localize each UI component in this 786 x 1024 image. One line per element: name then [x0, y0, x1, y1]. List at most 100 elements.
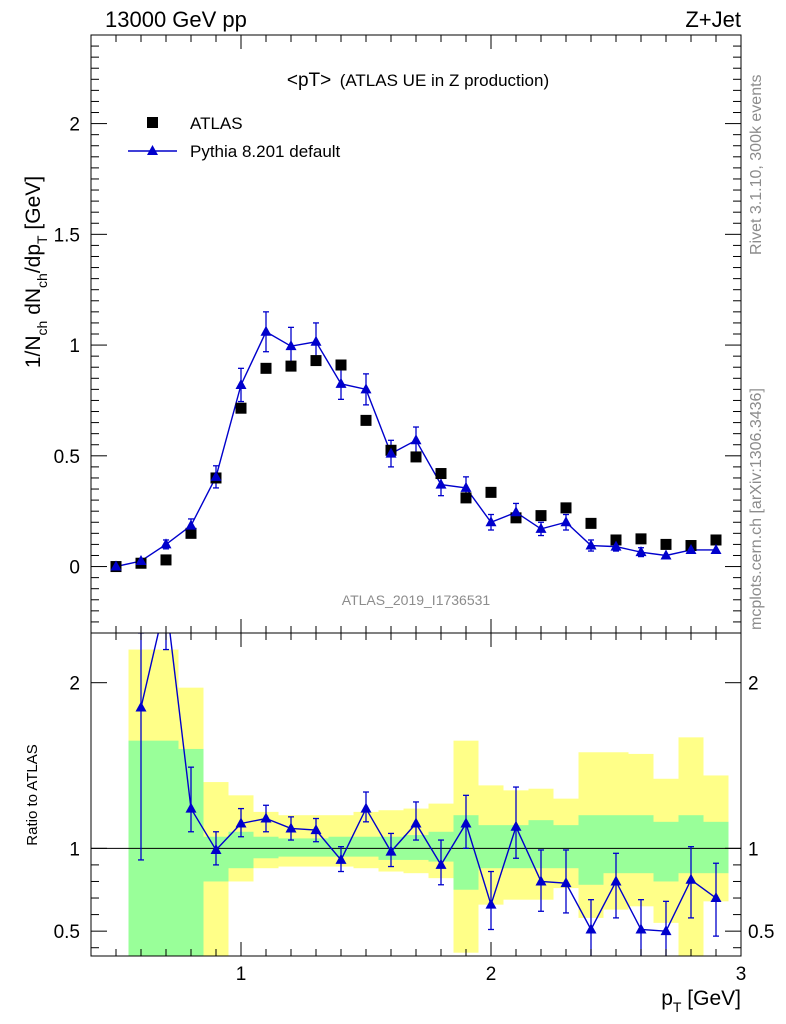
ratio-y-axis-label: Ratio to ATLAS — [24, 744, 41, 845]
analysis-label: ATLAS_2019_I1736531 — [342, 592, 491, 608]
ratio-point — [635, 923, 647, 934]
ylabel-part-b-sub: ch — [34, 273, 50, 288]
ratio-point — [360, 802, 372, 813]
pythia-point — [110, 560, 122, 571]
stat-band — [578, 815, 604, 885]
stat-band — [278, 838, 304, 857]
ratio-y-tick-label-right: 2 — [748, 674, 759, 695]
atlas-point — [485, 486, 497, 498]
header-collision-label: 13000 GeV pp — [105, 7, 247, 32]
ratio-point — [161, 594, 172, 604]
ratio-y-tick-label-right: 0.5 — [748, 922, 774, 943]
ratio-point — [185, 802, 197, 813]
pythia-point — [685, 543, 697, 554]
pythia-point — [410, 434, 422, 445]
ratio-line — [140, 633, 717, 932]
rivet-version-label: Rivet 3.1.10, 300k events — [748, 74, 765, 255]
atlas-point — [410, 451, 422, 463]
atlas-point — [460, 492, 472, 504]
atlas-point — [710, 534, 722, 546]
ylabel-part-b: dN — [22, 288, 45, 321]
ratio-point — [510, 820, 522, 831]
ratio-point — [285, 822, 297, 833]
pythia-point — [535, 522, 547, 533]
ratio-point — [335, 853, 347, 864]
pythia-point — [185, 519, 197, 530]
atlas-point — [160, 554, 172, 566]
pythia-point — [460, 481, 472, 492]
ratio-point — [585, 923, 597, 934]
plot-title-sub: (ATLAS UE in Z production) — [340, 71, 549, 90]
ratio-point — [535, 875, 547, 886]
main-y-axis-label: 1/Nch dNch/dpT [GeV] — [22, 176, 50, 368]
atlas-point — [335, 359, 347, 371]
stat-band — [653, 821, 679, 882]
stat-band — [153, 740, 179, 956]
pythia-point — [635, 546, 647, 557]
ratio-point — [435, 858, 447, 869]
ratio-panel: 1 2 30.5 0.51 12 2 Ratio to ATLAS pT [GeV] — [24, 594, 774, 1015]
ratio-point — [260, 812, 272, 823]
ylabel-part-a: 1/N — [22, 335, 45, 368]
pythia-point — [360, 383, 372, 394]
atlas-point — [285, 360, 297, 372]
xlabel-part-a-sub: T — [673, 999, 682, 1015]
stat-band — [228, 831, 254, 869]
pythia-point — [260, 325, 272, 336]
ratio-y-tick-label: 1 — [69, 839, 80, 860]
legend-pythia-marker — [147, 145, 158, 155]
xlabel-part-a: p — [661, 987, 673, 1010]
main-y-tick-label: 1 — [69, 336, 80, 357]
atlas-point — [635, 533, 647, 545]
main-panel: 0 0.5 1 1.5 2 <pT> (ATLAS UE in Z production… — [22, 34, 742, 634]
stat-band — [628, 815, 654, 874]
header-process-label: Z+Jet — [685, 7, 741, 32]
atlas-point — [610, 534, 622, 546]
atlas-point — [510, 512, 522, 524]
x-tick-label: 2 — [486, 964, 497, 985]
ylabel-part-c-sub: T — [34, 235, 50, 244]
ratio-y-tick-label: 0.5 — [54, 922, 80, 943]
atlas-point — [435, 468, 447, 480]
ratio-point — [210, 843, 222, 854]
pythia-point — [610, 540, 622, 551]
stat-band — [353, 836, 379, 857]
pythia-point — [235, 378, 247, 389]
main-y-tick-label: 1.5 — [54, 225, 80, 246]
atlas-point — [535, 510, 547, 522]
ratio-point — [410, 817, 422, 828]
ratio-bands-layer — [128, 649, 729, 956]
pythia-point — [585, 539, 597, 550]
atlas-point — [310, 355, 322, 367]
legend-atlas-marker — [147, 117, 158, 128]
pythia-point — [660, 549, 672, 560]
xlabel-part-b: [GeV] — [681, 987, 741, 1010]
main-axis-ticks: 0 0.5 1 1.5 2 — [54, 34, 742, 633]
ratio-point — [460, 817, 472, 828]
legend: ATLAS Pythia 8.201 default — [128, 114, 341, 161]
atlas-point — [235, 402, 247, 414]
atlas-point — [560, 502, 572, 514]
stat-band — [303, 838, 329, 857]
ratio-axis-ticks: 1 2 30.5 0.51 12 2 — [54, 633, 774, 985]
pythia-point — [485, 516, 497, 527]
pythia-point — [710, 543, 722, 554]
pythia-point — [285, 340, 297, 351]
stat-band — [478, 825, 504, 869]
ratio-point — [710, 892, 722, 903]
pythia-point — [160, 538, 172, 549]
atlas-point — [585, 517, 597, 529]
atlas-point — [660, 538, 672, 550]
pythia-point — [560, 516, 572, 527]
pythia-point — [510, 506, 522, 517]
pythia-point — [435, 478, 447, 489]
mcplots-reference-label: mcplots.cern.ch [arXiv:1306.3436] — [748, 388, 765, 630]
main-y-tick-label: 0.5 — [54, 447, 80, 468]
pythia-point — [385, 447, 397, 458]
ratio-point — [135, 701, 147, 712]
ratio-point — [235, 817, 247, 828]
ylabel-part-c: /dp — [22, 244, 45, 273]
pythia-point — [335, 377, 347, 388]
pythia-point — [210, 470, 222, 481]
